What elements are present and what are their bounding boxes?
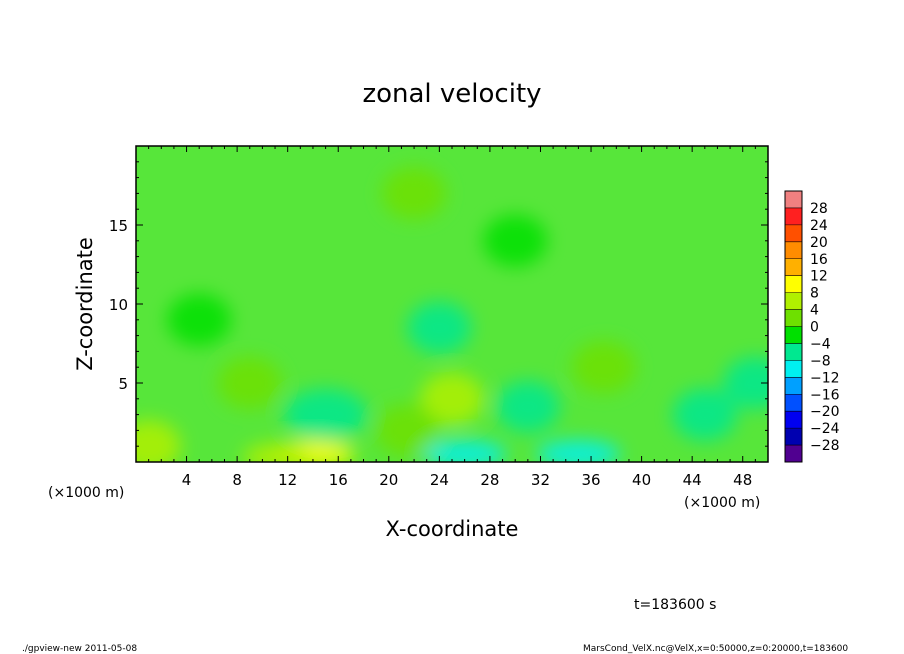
colorbar-label: −4 [810,336,831,352]
colorbar-segment [785,343,802,361]
heatmap-feature [217,357,282,409]
x-unit-label-right: (×1000 m) [684,495,760,511]
heatmap-feature [243,443,308,462]
colorbar-label: −28 [810,438,840,454]
heatmap-feature [136,420,181,462]
colorbar-segment [785,292,802,311]
colorbar-segment [785,326,802,344]
colorbar-segment [785,258,802,277]
chart-title: zonal velocity [362,79,541,109]
footer-left: ./gpview-new 2011-05-08 [22,644,137,654]
x-axis-label: X-coordinate [386,517,519,541]
heatmap-feature [167,293,232,346]
heatmap-feature [407,301,472,354]
heatmap-feature [283,388,368,441]
heatmap-feature [536,440,621,462]
heatmap-field [136,167,768,462]
x-tick-label: 12 [278,471,297,489]
colorbar-segment [785,411,802,429]
y-tick-label: 10 [109,296,128,314]
colorbar-label: −8 [810,353,831,369]
heatmap-feature [495,380,560,433]
heatmap-feature [483,214,548,267]
x-tick-label: 32 [531,471,550,489]
x-tick-label: 44 [683,471,702,489]
x-tick-label: 48 [733,471,752,489]
x-axis: 4 8 12 16 20 24 28 32 36 40 44 48 [148,146,756,489]
y-tick-label: 5 [118,375,128,393]
footer-right: MarsCond_VelX.nc@VelX,x=0:50000,z=0:2000… [583,644,848,654]
colorbar-label: 28 [810,201,828,217]
colorbar-segment [785,360,802,378]
x-tick-label: 8 [232,471,242,489]
colorbar-segment [785,275,802,294]
x-tick-label: 36 [581,471,600,489]
colorbar-label: 4 [810,303,819,319]
colorbar-label: 24 [810,218,828,234]
y-tick-label: 15 [109,217,128,235]
colorbar-segment [785,224,802,243]
colorbar-label: 8 [810,286,819,302]
colorbar-segment [785,394,802,412]
x-tick-label: 24 [430,471,449,489]
heatmap-feature [571,341,636,394]
colorbar-segment [785,191,802,209]
y-axis: 5 10 15 [109,161,768,447]
heatmap-feature [422,440,507,462]
colorbar-label: 0 [810,320,819,336]
heatmap-feature [420,372,484,425]
colorbar-segment [785,377,802,395]
colorbar-label: −16 [810,387,840,403]
colorbar-label: −24 [810,421,840,437]
x-tick-label: 16 [329,471,348,489]
x-tick-label: 40 [632,471,651,489]
x-tick-label: 20 [379,471,398,489]
heatmap-feature [723,357,768,409]
colorbar-segment [785,428,802,446]
colorbar-label: 20 [810,235,828,251]
colorbar-segment [785,309,802,327]
heatmap-feature [375,404,440,457]
colorbar-label: 12 [810,269,828,285]
y-axis-label: Z-coordinate [73,237,97,371]
colorbar-segment [785,241,802,260]
x-tick-label: 4 [182,471,192,489]
colorbar-label: 16 [810,252,828,268]
heatmap-feature [672,388,737,441]
heatmap-feature [382,167,447,220]
colorbar-segment [785,207,802,226]
time-label: t=183600 s [634,597,716,613]
colorbar-label: −12 [810,370,840,386]
colorbar-label: −20 [810,404,840,420]
colorbar-segment [785,445,802,463]
x-tick-label: 28 [480,471,499,489]
x-unit-label-left: (×1000 m) [48,485,124,501]
